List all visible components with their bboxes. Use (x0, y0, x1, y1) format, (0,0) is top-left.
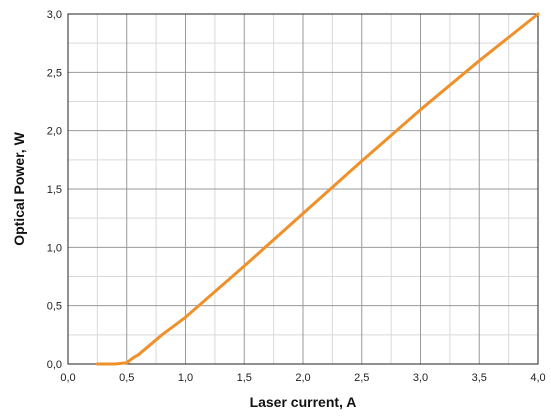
x-tick-label: 3,0 (413, 372, 428, 384)
x-tick-label: 3,5 (472, 372, 487, 384)
x-tick-label: 0,0 (60, 372, 75, 384)
plot-frame (67, 13, 539, 365)
x-tick-label: 4,0 (530, 372, 545, 384)
x-axis-title: Laser current, A (250, 394, 357, 410)
series-layer (95, 12, 540, 366)
y-tick-label: 1,5 (47, 184, 62, 196)
y-tick-label: 2,5 (47, 67, 62, 79)
y-tick-labels: 0,0 0,5 1,0 1,5 2,0 2,5 3,0 (47, 9, 62, 371)
y-tick-label: 0,5 (47, 301, 62, 313)
x-tick-label: 0,5 (119, 372, 134, 384)
x-tick-label: 1,0 (178, 372, 193, 384)
major-grid (67, 13, 539, 365)
y-tick-label: 3,0 (47, 9, 62, 21)
x-tick-label: 1,5 (237, 372, 252, 384)
y-axis-title: Optical Power, W (11, 131, 27, 245)
x-tick-labels: 0,0 0,5 1,0 1,5 2,0 2,5 3,0 3,5 4,0 (60, 372, 545, 384)
y-tick-label: 2,0 (47, 126, 62, 138)
y-tick-label: 0,0 (47, 359, 62, 371)
x-tick-label: 2,0 (295, 372, 310, 384)
x-tick-label: 2,5 (354, 372, 369, 384)
y-tick-label: 1,0 (47, 242, 62, 254)
series-line-0 (95, 12, 540, 366)
